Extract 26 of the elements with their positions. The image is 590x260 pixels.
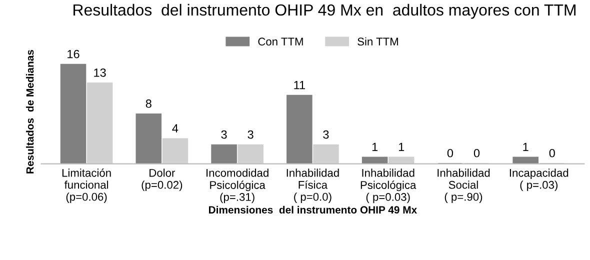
data-label: 11: [294, 80, 305, 90]
data-label: 16: [68, 50, 80, 58]
x-tick-label: Incomodidad Psicológica (p=.31): [206, 168, 268, 204]
legend-label: Sin TTM: [358, 37, 398, 46]
x-tick-label: Inhabilidad Social ( p=.90): [438, 168, 490, 203]
x-tick-label: Inhabilidad Psicológica ( p=0.03): [360, 168, 416, 204]
legend-label: Con TTM: [258, 38, 303, 46]
data-label: 4: [172, 124, 178, 132]
x-tick-label: Limitación funcional (p=0.06): [62, 168, 111, 203]
x-axis-title: Dimensiones del instrumento OHIP 49 Mx: [209, 206, 418, 214]
data-label: 1: [372, 142, 378, 151]
data-label: 1: [398, 142, 404, 151]
data-label: 3: [221, 130, 227, 139]
data-label: 13: [94, 68, 106, 77]
chart-title: Resultados del instrumento OHIP 49 Mx en adultos mayores con TTM: [74, 4, 576, 19]
x-tick-label: Inhabilidad Física ( p=0.0): [286, 168, 339, 203]
x-tick-label: Incapacidad ( p=.03): [510, 168, 568, 191]
y-axis-title: Resultados de Medianas: [26, 50, 34, 174]
data-label: 3: [248, 130, 254, 139]
data-label: 1: [523, 142, 528, 151]
data-label: 0: [447, 148, 454, 158]
data-label: 3: [323, 130, 329, 139]
x-tick-label: Dolor (p=0.02): [142, 168, 182, 191]
data-label: 0: [549, 148, 555, 158]
data-label: 8: [146, 99, 152, 108]
data-label: 0: [474, 148, 480, 158]
